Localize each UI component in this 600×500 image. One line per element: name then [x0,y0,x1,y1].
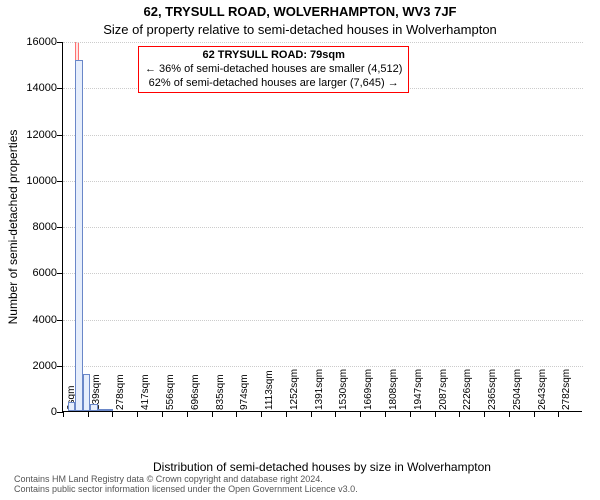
y-gridline [63,181,583,182]
x-tick [162,411,163,417]
x-axis-title: Distribution of semi-detached houses by … [62,460,582,474]
y-tick [57,273,63,274]
x-tick [187,411,188,417]
x-tick [286,411,287,417]
y-tick-label: 6000 [21,267,57,279]
histogram-bar [90,404,97,411]
x-tick [236,411,237,417]
y-gridline [63,320,583,321]
callout-larger-line: 62% of semi-detached houses are larger (… [145,77,402,91]
x-tick [435,411,436,417]
x-tick-label: 1113sqm [264,350,275,410]
x-tick-label: 417sqm [140,350,151,410]
histogram-bar [98,409,105,411]
x-tick [88,411,89,417]
y-tick-label: 2000 [21,360,57,372]
x-tick [311,411,312,417]
y-tick [57,181,63,182]
x-tick-label: 1947sqm [413,350,424,410]
x-tick-label: 2226sqm [462,350,473,410]
page-subtitle: Size of property relative to semi-detach… [0,22,600,37]
x-tick [385,411,386,417]
y-gridline [63,227,583,228]
footer-attribution: Contains HM Land Registry data © Crown c… [14,475,358,495]
x-tick [261,411,262,417]
x-tick-label: 1530sqm [338,350,349,410]
x-tick [360,411,361,417]
x-tick [137,411,138,417]
histogram-bar [75,60,82,412]
x-tick [63,411,64,417]
x-tick [534,411,535,417]
x-tick [558,411,559,417]
y-tick-label: 0 [21,406,57,418]
x-tick [335,411,336,417]
x-tick-label: 2087sqm [438,350,449,410]
x-tick-label: 835sqm [215,350,226,410]
histogram-bar [83,374,90,411]
callout-main-line: 62 TRYSULL ROAD: 79sqm [145,49,402,63]
y-tick-label: 8000 [21,221,57,233]
x-tick-label: 696sqm [190,350,201,410]
x-tick [410,411,411,417]
x-tick-label: 1808sqm [388,350,399,410]
highlight-callout: 62 TRYSULL ROAD: 79sqm ← 36% of semi-det… [138,46,409,93]
x-tick-label: 2782sqm [561,350,572,410]
histogram-bar [68,402,75,411]
y-tick-label: 14000 [21,82,57,94]
x-tick [509,411,510,417]
x-tick [112,411,113,417]
x-tick-label: 974sqm [239,350,250,410]
x-tick-label: 1669sqm [363,350,374,410]
y-axis-title: Number of semi-detached properties [6,42,20,412]
x-tick-label: 1391sqm [314,350,325,410]
y-gridline [63,273,583,274]
x-tick [459,411,460,417]
x-tick-label: 2643sqm [537,350,548,410]
y-tick-label: 4000 [21,314,57,326]
x-tick-label: 1252sqm [289,350,300,410]
y-tick [57,42,63,43]
footer-line-2: Contains public sector information licen… [14,485,358,495]
y-tick-label: 16000 [21,36,57,48]
x-tick-label: 556sqm [165,350,176,410]
y-tick [57,366,63,367]
y-gridline [63,135,583,136]
y-tick-label: 12000 [21,129,57,141]
x-tick [484,411,485,417]
y-tick [57,88,63,89]
x-tick-label: 2365sqm [487,350,498,410]
y-tick [57,135,63,136]
y-tick [57,320,63,321]
page-title: 62, TRYSULL ROAD, WOLVERHAMPTON, WV3 7JF [0,4,600,19]
x-tick [212,411,213,417]
y-tick-label: 10000 [21,175,57,187]
x-tick-label: 139sqm [91,350,102,410]
x-tick-label: 2504sqm [512,350,523,410]
y-tick [57,227,63,228]
histogram-bar [105,409,112,411]
x-tick-label: 278sqm [115,350,126,410]
callout-smaller-line: ← 36% of semi-detached houses are smalle… [145,63,402,77]
histogram-plot: 02000400060008000100001200014000160000sq… [62,42,582,412]
y-gridline [63,42,583,43]
